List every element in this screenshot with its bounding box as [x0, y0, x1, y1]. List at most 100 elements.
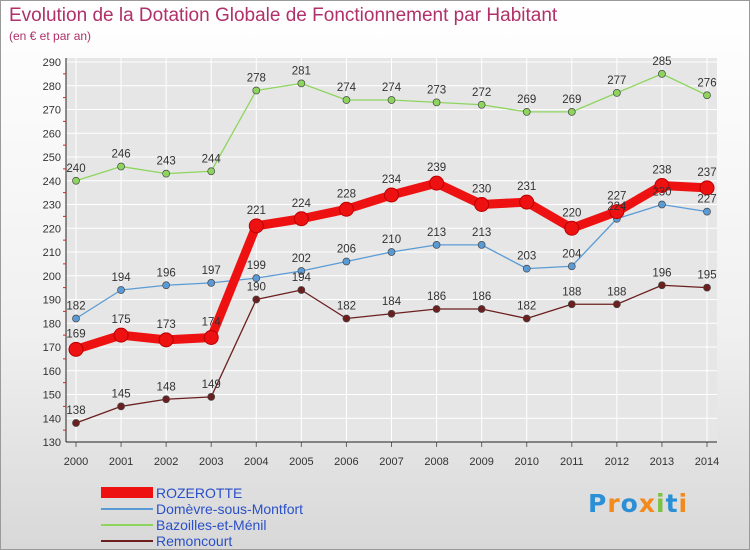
logo-letter: r	[607, 489, 621, 518]
data-label: 246	[111, 149, 130, 161]
data-point	[117, 402, 125, 411]
x-tick-label: 2006	[334, 456, 358, 468]
data-label: 182	[66, 301, 85, 313]
data-point	[207, 279, 216, 287]
y-tick-label: 170	[43, 342, 61, 354]
data-point	[342, 257, 351, 266]
x-tick-label: 2011	[560, 456, 584, 468]
data-label: 213	[427, 227, 446, 239]
data-label: 149	[202, 379, 221, 391]
data-label: 148	[157, 381, 176, 393]
data-point	[297, 286, 306, 294]
data-point	[432, 241, 441, 249]
y-tick-label: 190	[43, 295, 61, 307]
data-point	[658, 281, 666, 290]
x-tick-label: 2012	[605, 456, 629, 468]
data-label: 238	[652, 165, 671, 177]
x-tick-label: 2002	[154, 456, 178, 468]
data-label: 239	[427, 162, 446, 174]
data-label: 228	[337, 188, 356, 200]
data-point	[203, 330, 219, 345]
data-label: 169	[66, 328, 85, 340]
data-label: 194	[111, 272, 131, 284]
y-tick-label: 150	[43, 390, 61, 402]
y-tick-label: 140	[43, 413, 61, 425]
y-tick-label: 210	[43, 247, 61, 259]
data-point	[117, 162, 125, 171]
data-label: 277	[607, 75, 626, 87]
data-label: 190	[247, 282, 266, 294]
data-label: 204	[562, 248, 582, 260]
data-point	[522, 314, 531, 323]
data-label: 243	[157, 156, 176, 168]
data-label: 182	[517, 301, 536, 313]
data-label: 244	[202, 153, 222, 165]
data-label: 269	[562, 94, 581, 106]
data-point	[338, 201, 354, 217]
data-label: 227	[607, 191, 626, 203]
data-label: 202	[292, 253, 311, 265]
data-label: 213	[472, 227, 491, 239]
data-point	[429, 175, 445, 191]
data-label: 224	[292, 198, 312, 210]
data-point	[477, 100, 486, 109]
data-point	[519, 194, 535, 210]
data-label: 269	[517, 94, 536, 106]
data-point	[342, 314, 351, 323]
data-label: 220	[562, 207, 581, 219]
data-point	[68, 341, 84, 357]
data-label: 206	[337, 244, 356, 256]
data-label: 196	[652, 267, 671, 279]
data-label: 221	[247, 205, 266, 217]
data-point	[609, 204, 625, 220]
y-tick-label: 230	[43, 200, 61, 212]
data-label: 274	[382, 82, 402, 94]
data-point	[162, 169, 170, 178]
data-point	[387, 309, 396, 318]
data-point	[477, 305, 486, 313]
y-tick-label: 290	[43, 57, 61, 69]
legend-label: Domèvre-sous-Montfort	[156, 501, 304, 517]
data-point	[297, 267, 306, 275]
data-label: 276	[697, 77, 716, 89]
data-point	[658, 70, 666, 78]
logo-letter: i	[656, 489, 666, 518]
proxiti-logo: Proxiti	[588, 489, 688, 518]
data-point	[162, 395, 170, 404]
x-tick-label: 2004	[244, 456, 268, 468]
data-label: 274	[337, 82, 357, 94]
y-tick-label: 270	[43, 105, 61, 117]
y-tick-label: 180	[43, 318, 61, 330]
data-point	[293, 211, 309, 227]
x-tick-label: 2007	[379, 456, 403, 468]
data-point	[158, 332, 174, 348]
data-point	[113, 327, 129, 343]
data-label: 138	[66, 405, 85, 417]
legend-swatch-rozerotte	[101, 487, 153, 498]
data-point	[72, 314, 80, 323]
legend-label: Remoncourt	[156, 533, 233, 549]
data-point	[252, 86, 261, 95]
data-point	[567, 262, 576, 271]
x-tick-label: 2014	[695, 456, 719, 468]
legend-label: ROZEROTTE	[156, 485, 243, 501]
x-tick-label: 2009	[469, 456, 493, 468]
data-label: 227	[697, 194, 716, 206]
logo-letter: i	[678, 489, 689, 518]
data-point	[474, 197, 490, 212]
legend-label: Bazoilles-et-Ménil	[156, 517, 267, 533]
data-point	[297, 79, 306, 88]
data-point	[384, 187, 399, 203]
data-label: 273	[427, 84, 446, 96]
y-tick-label: 260	[43, 128, 61, 140]
data-point	[567, 300, 576, 309]
data-point	[658, 200, 666, 209]
data-point	[613, 89, 621, 97]
legend-swatch-bazoilles	[101, 524, 153, 526]
logo-letter: x	[638, 489, 656, 518]
logo-letter: t	[665, 489, 679, 518]
data-label: 224	[607, 201, 627, 213]
y-tick-label: 160	[43, 366, 61, 378]
data-label: 188	[607, 286, 626, 298]
data-point	[117, 286, 125, 294]
